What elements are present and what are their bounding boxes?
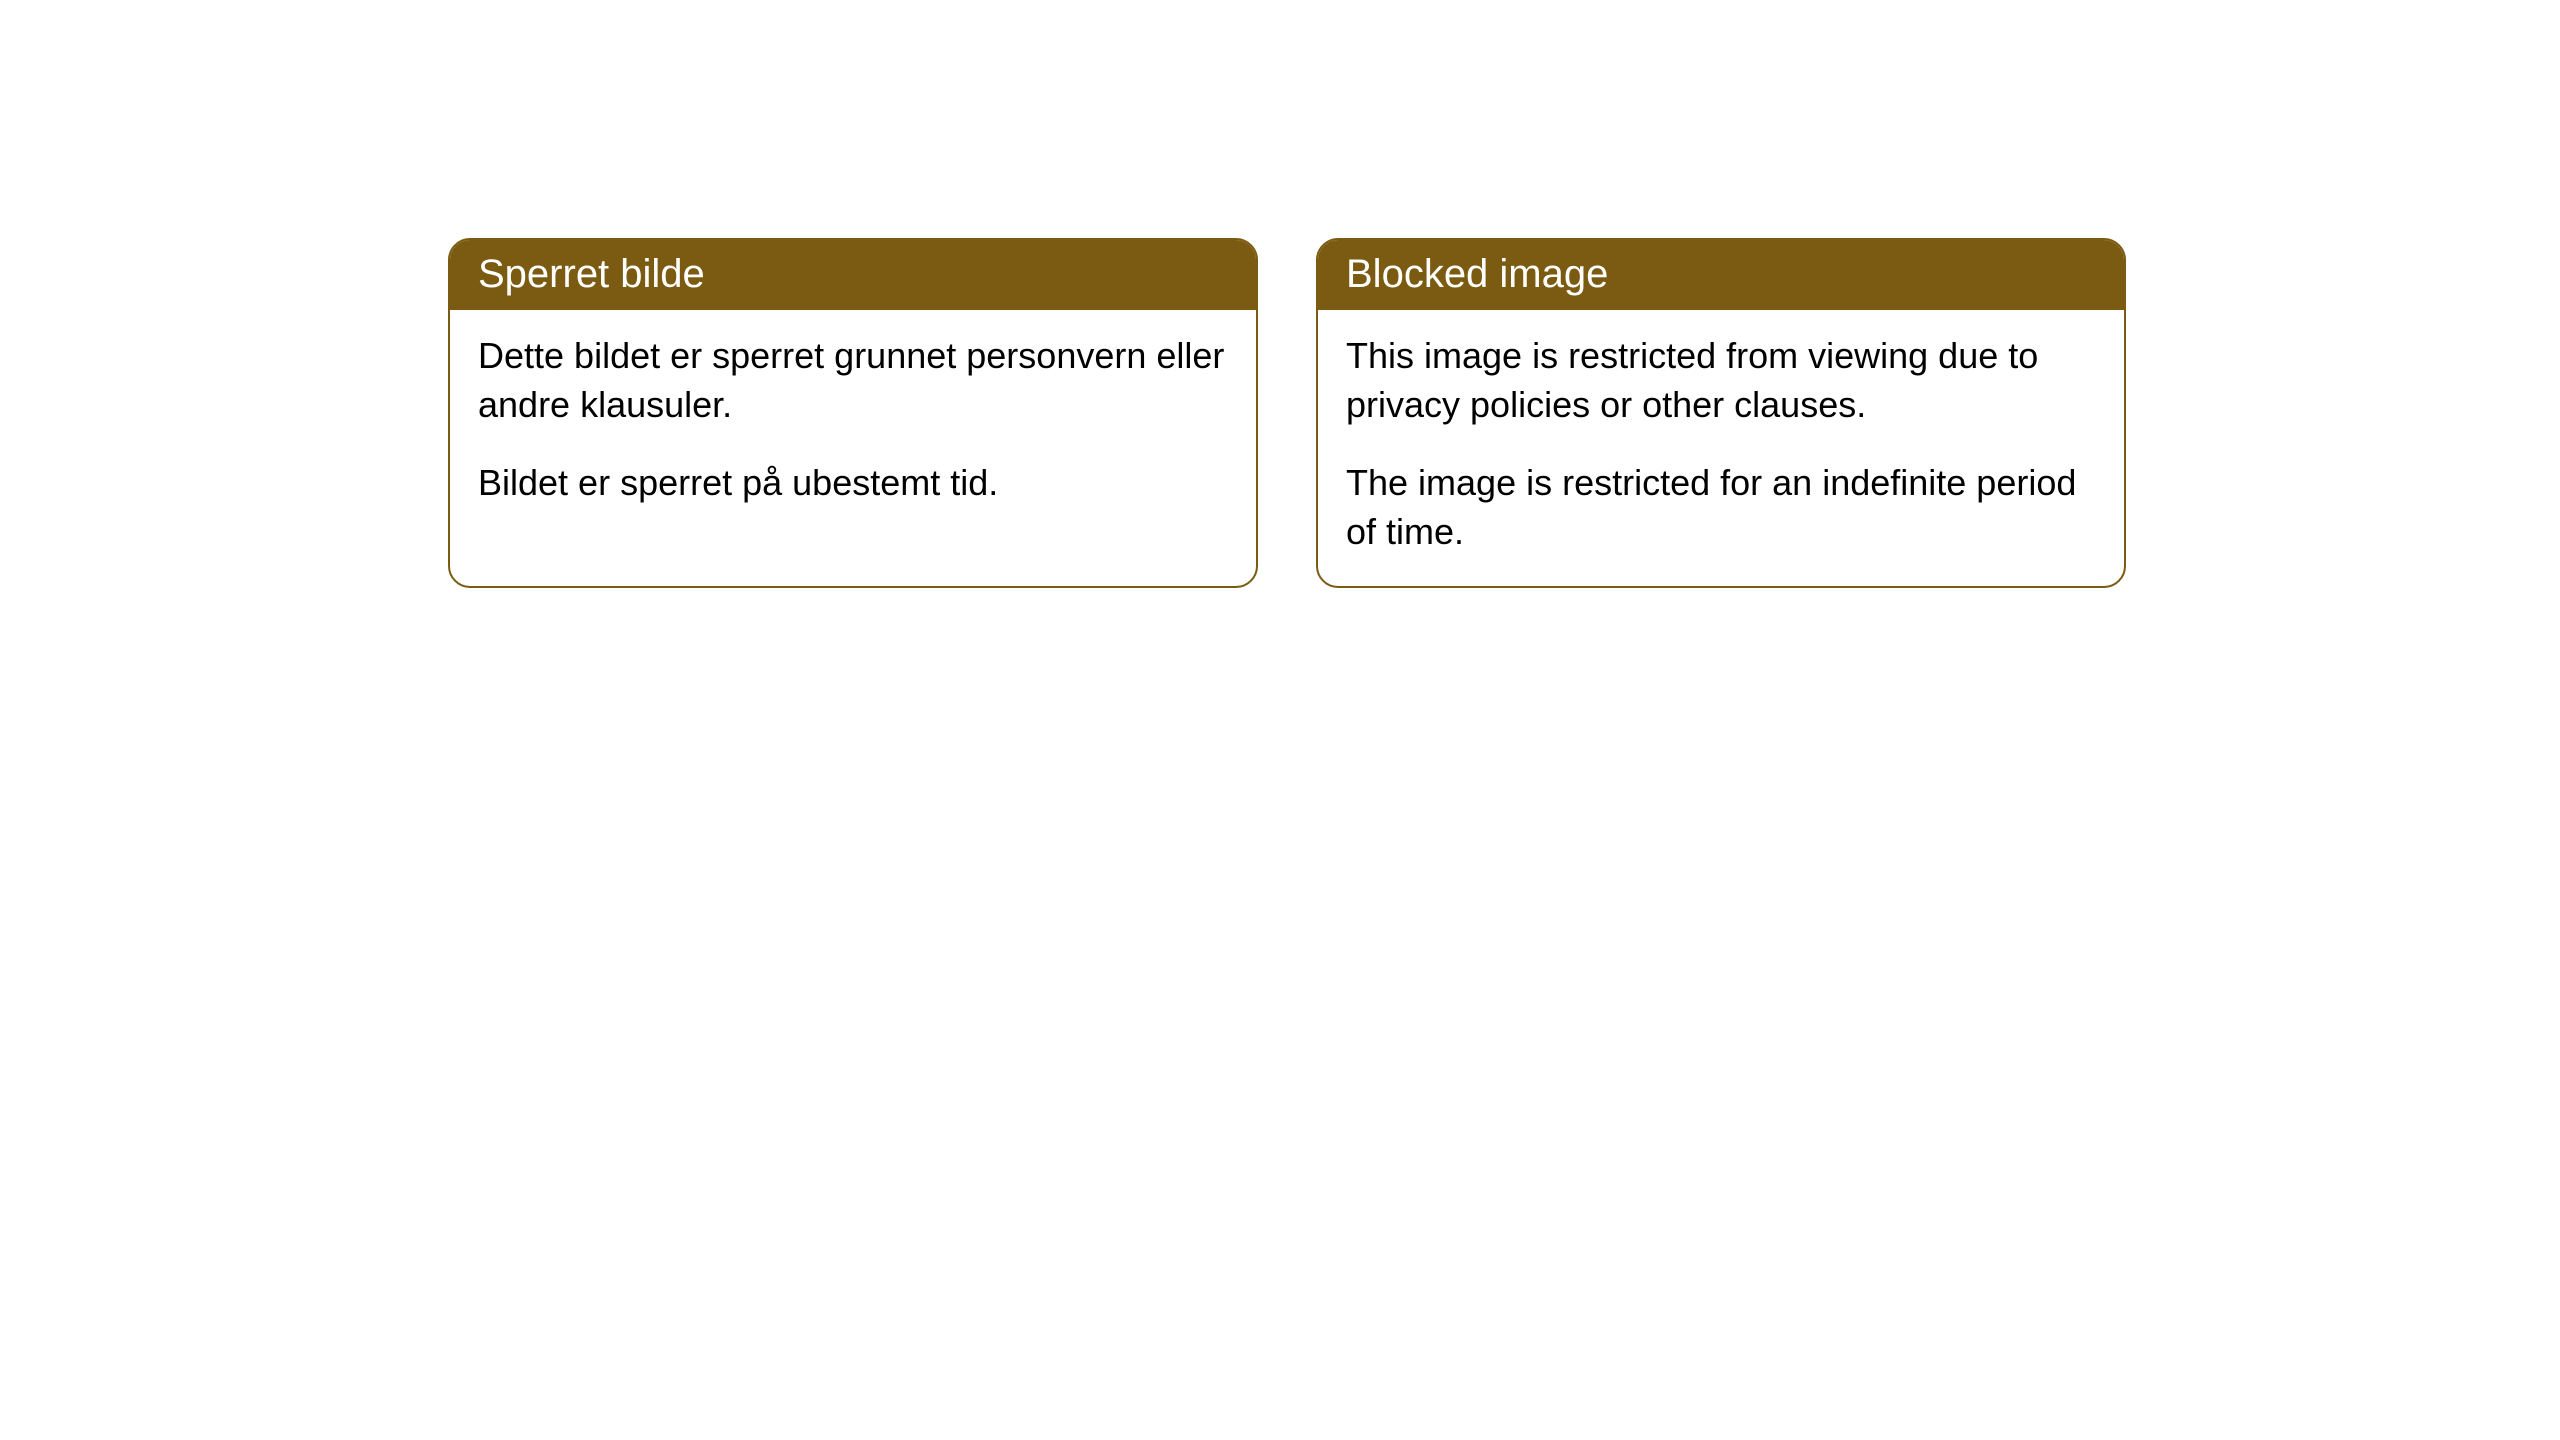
card-norwegian: Sperret bilde Dette bildet er sperret gr… <box>448 238 1258 588</box>
card-paragraph-2-norwegian: Bildet er sperret på ubestemt tid. <box>478 459 1228 508</box>
cards-container: Sperret bilde Dette bildet er sperret gr… <box>448 238 2126 588</box>
card-header-norwegian: Sperret bilde <box>450 240 1256 310</box>
card-paragraph-1-english: This image is restricted from viewing du… <box>1346 332 2096 429</box>
card-body-english: This image is restricted from viewing du… <box>1318 310 2124 586</box>
card-english: Blocked image This image is restricted f… <box>1316 238 2126 588</box>
card-paragraph-1-norwegian: Dette bildet er sperret grunnet personve… <box>478 332 1228 429</box>
card-body-norwegian: Dette bildet er sperret grunnet personve… <box>450 310 1256 538</box>
card-header-english: Blocked image <box>1318 240 2124 310</box>
card-paragraph-2-english: The image is restricted for an indefinit… <box>1346 459 2096 556</box>
